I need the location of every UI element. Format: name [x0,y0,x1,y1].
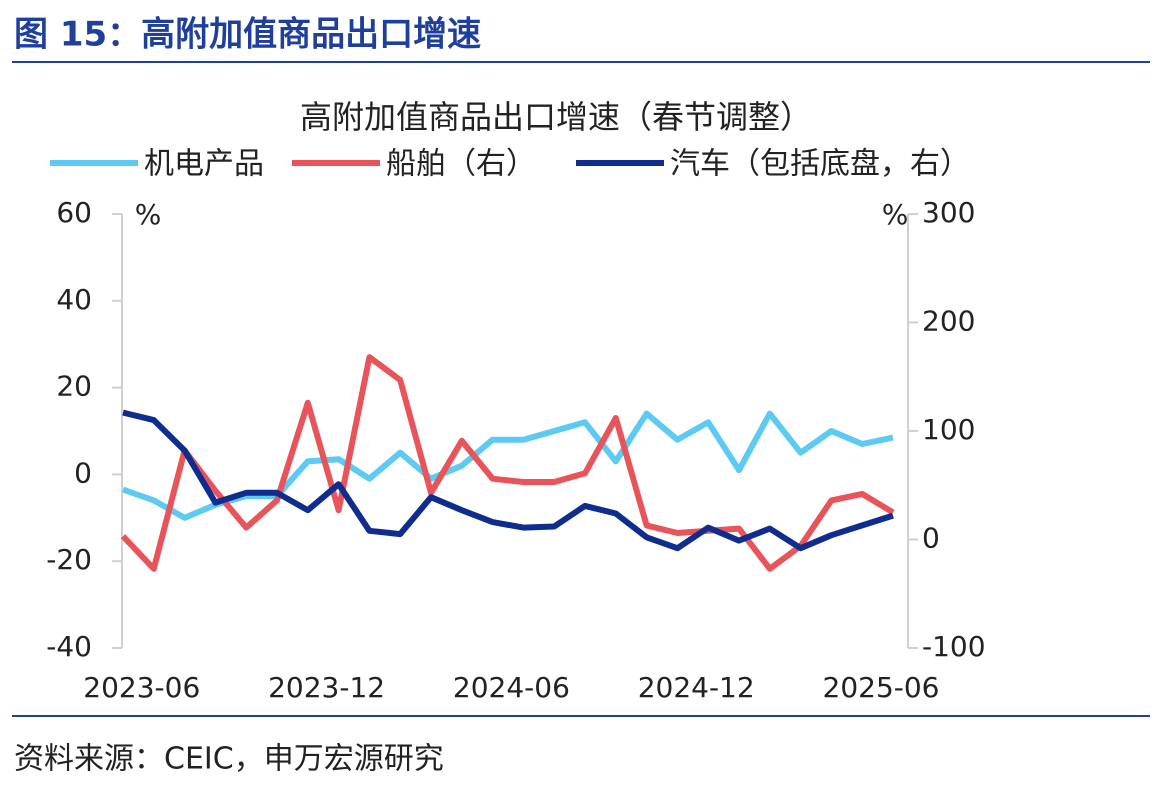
y2-unit: % [882,198,909,231]
chart-title: 高附加值商品出口增速（春节调整） [300,98,812,136]
x-tick-label: 2024-06 [453,671,570,704]
series-line [120,354,895,572]
y-tick-label: 40 [56,283,92,316]
x-tick-label: 2023-12 [268,671,385,704]
header-title: 图 15：高附加值商品出口增速 [14,15,481,55]
series-line [122,409,894,552]
y2-tick-label: 100 [922,413,975,446]
legend-label: 机电产品 [144,147,264,182]
y-tick-label: -40 [46,630,92,663]
x-tick-label: 2024-12 [638,671,755,704]
y2-tick-label: -100 [922,630,986,663]
y-tick-label: -20 [46,543,92,576]
y2-tick-label: 0 [922,522,940,555]
legend-label: 船舶（右） [386,147,536,182]
x-tick-label: 2023-06 [83,671,200,704]
legend-label: 汽车（包括底盘，右） [670,147,970,182]
y-tick-label: 20 [56,370,92,403]
y-tick-label: 60 [56,196,92,229]
y2-tick-label: 300 [922,196,975,229]
y-unit: % [135,198,162,231]
x-tick-label: 2025-06 [823,671,940,704]
series-line [122,410,894,521]
y-tick-label: 0 [74,456,92,489]
y2-tick-label: 200 [922,305,975,338]
source: 资料来源：CEIC，申万宏源研究 [14,742,444,777]
